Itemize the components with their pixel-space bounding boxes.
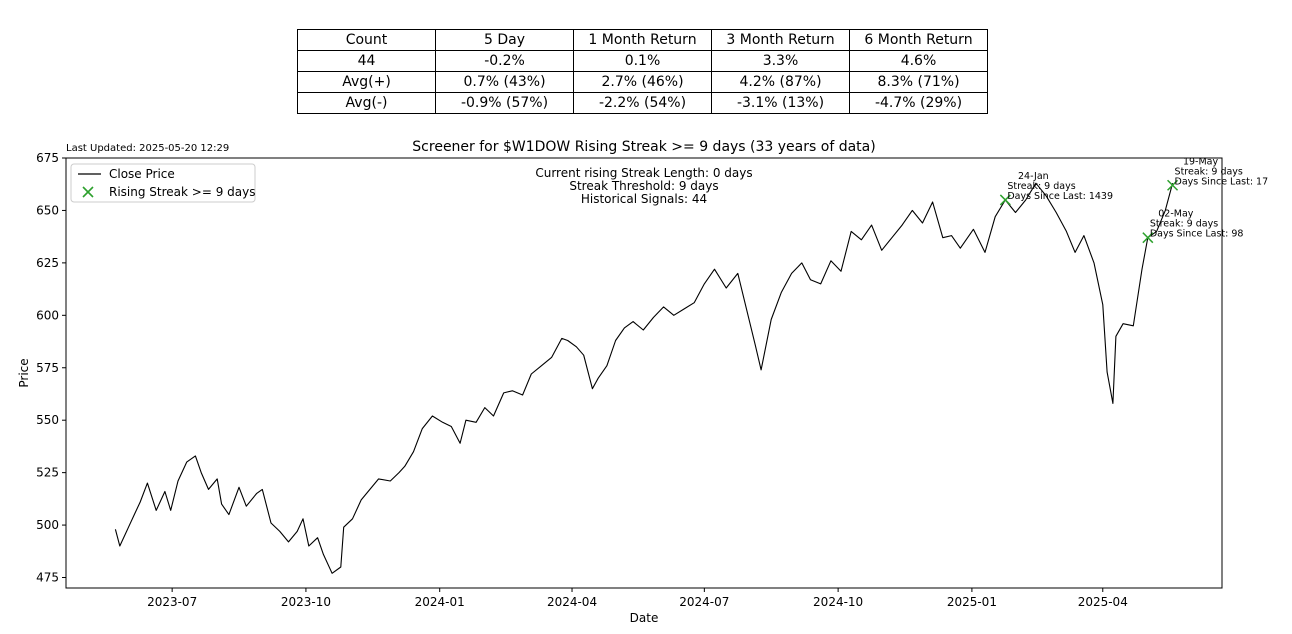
stats-cell: 2.7% (46%) — [573, 71, 712, 93]
info-line-threshold: Streak Threshold: 9 days — [569, 179, 718, 193]
y-tick-label: 625 — [36, 256, 59, 270]
stats-row: Avg(-) -0.9% (57%) -2.2% (54%) -3.1% (13%) -… — [297, 92, 988, 114]
x-tick-label: 2023-07 — [147, 595, 197, 609]
x-tick-label: 2024-01 — [415, 595, 465, 609]
stats-table-body: Count 5 Day 1 Month Return 3 Month Return 6 … — [297, 29, 988, 114]
stats-cell: -4.7% (29%) — [849, 92, 988, 114]
y-tick-label: 525 — [36, 466, 59, 480]
y-tick-label: 550 — [36, 413, 59, 427]
x-axis-label: Date — [630, 611, 659, 625]
legend-label-rising-streak: Rising Streak >= 9 days — [109, 185, 255, 199]
stats-table: Count 5 Day 1 Month Return 3 Month Return 6 … — [297, 29, 988, 114]
x-tick-label: 2025-04 — [1078, 595, 1128, 609]
y-tick-label: 500 — [36, 518, 59, 532]
signal-annotation: 24-Jan — [1018, 171, 1049, 182]
legend-label-close-price: Close Price — [109, 167, 175, 181]
stats-row: Avg(+) 0.7% (43%) 2.7% (46%) 4.2% (87%) 8.3%… — [297, 71, 988, 93]
signal-annotation: Days Since Last: 1439 — [1007, 191, 1113, 202]
stats-cell: -3.1% (13%) — [711, 92, 850, 114]
x-tick-label: 2024-04 — [547, 595, 597, 609]
stats-header-cell: 6 Month Return — [849, 29, 988, 51]
stats-cell: -0.9% (57%) — [435, 92, 574, 114]
signal-marker — [1167, 179, 1179, 191]
axis-ticks: 475 500 525 550 575 600 625 650 675 2023-07 2023-1… — [36, 151, 1128, 609]
y-axis-label: Price — [17, 358, 31, 387]
x-tick-label: 2023-10 — [281, 595, 331, 609]
info-line-signals: Historical Signals: 44 — [581, 192, 707, 206]
signal-annotation: 02-May — [1158, 209, 1194, 220]
y-tick-label: 575 — [36, 361, 59, 375]
signal-annotation: Streak: 9 days — [1150, 219, 1218, 230]
stats-cell: -2.2% (54%) — [573, 92, 712, 114]
signal-marker — [999, 194, 1011, 206]
y-tick-label: 675 — [36, 151, 59, 165]
plot-frame — [65, 157, 1223, 589]
last-updated-label: Last Updated: 2025-05-20 12:29 — [66, 143, 229, 154]
stats-header-row: Count 5 Day 1 Month Return 3 Month Return 6 … — [297, 29, 988, 51]
signal-annotation: Days Since Last: 98 — [1150, 229, 1244, 240]
signal-annotation: Days Since Last: 17 — [1175, 176, 1269, 187]
legend: Close Price Rising Streak >= 9 days — [70, 163, 256, 203]
info-box: Current rising Streak Length: 0 days Str… — [535, 166, 752, 206]
legend-marker-icon — [82, 186, 94, 198]
signal-annotation: Streak: 9 days — [1007, 181, 1075, 192]
signal-annotation: Streak: 9 days — [1175, 166, 1243, 177]
x-tick-label: 2024-10 — [813, 595, 863, 609]
stats-cell: 8.3% (71%) — [849, 71, 988, 93]
x-tick-label: 2025-01 — [947, 595, 997, 609]
y-tick-label: 650 — [36, 203, 59, 217]
legend-frame — [70, 163, 256, 203]
stats-cell: 4.2% (87%) — [711, 71, 850, 93]
chart-title: Screener for $W1DOW Rising Streak >= 9 d… — [412, 139, 875, 155]
y-tick-label: 600 — [36, 308, 59, 322]
info-line-streak-length: Current rising Streak Length: 0 days — [535, 166, 752, 180]
y-tick-label: 475 — [36, 571, 59, 585]
x-tick-label: 2024-07 — [679, 595, 729, 609]
stats-cell: Avg(-) — [297, 92, 436, 114]
signal-annotation: 19-May — [1183, 156, 1219, 167]
close-price-line — [114, 182, 1174, 574]
signal-marker — [1142, 232, 1154, 244]
